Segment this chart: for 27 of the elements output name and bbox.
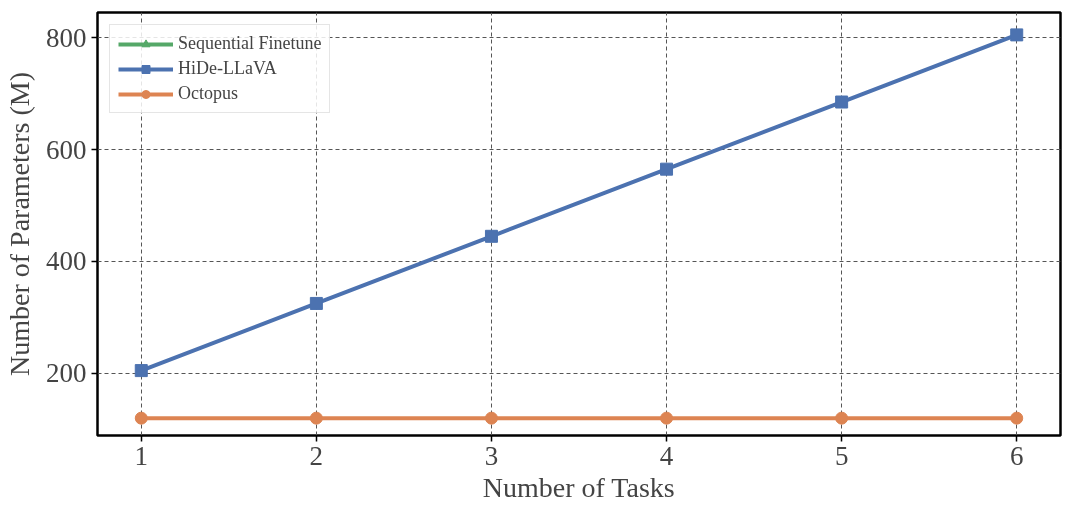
y-tick-label: 800 <box>46 22 87 53</box>
y-tick-label: 600 <box>46 134 87 165</box>
x-tick-label: 5 <box>834 440 849 471</box>
point <box>309 411 323 425</box>
point <box>660 162 674 176</box>
x-tick-label: 2 <box>309 440 324 471</box>
legend-label: Sequential Finetune <box>178 33 322 54</box>
legend-label: HiDe-LLaVA <box>178 58 277 79</box>
point <box>835 411 849 425</box>
point <box>134 411 148 425</box>
x-tick-label: 6 <box>1009 440 1024 471</box>
x-tick-label: 4 <box>659 440 674 471</box>
y-axis-title: Number of Parameters (M) <box>4 71 35 376</box>
point <box>134 364 148 378</box>
x-tick-label: 3 <box>484 440 499 471</box>
point <box>1010 28 1024 42</box>
legend-label: Octopus <box>178 83 238 104</box>
point <box>660 411 674 425</box>
point <box>835 95 849 109</box>
x-tick-label: 1 <box>134 440 149 471</box>
point <box>484 229 498 243</box>
x-axis-title: Number of Tasks <box>482 471 675 503</box>
y-tick-label: 200 <box>46 358 87 389</box>
point <box>484 411 498 425</box>
y-tick-label: 400 <box>46 246 87 277</box>
point <box>1010 411 1024 425</box>
point <box>309 296 323 310</box>
